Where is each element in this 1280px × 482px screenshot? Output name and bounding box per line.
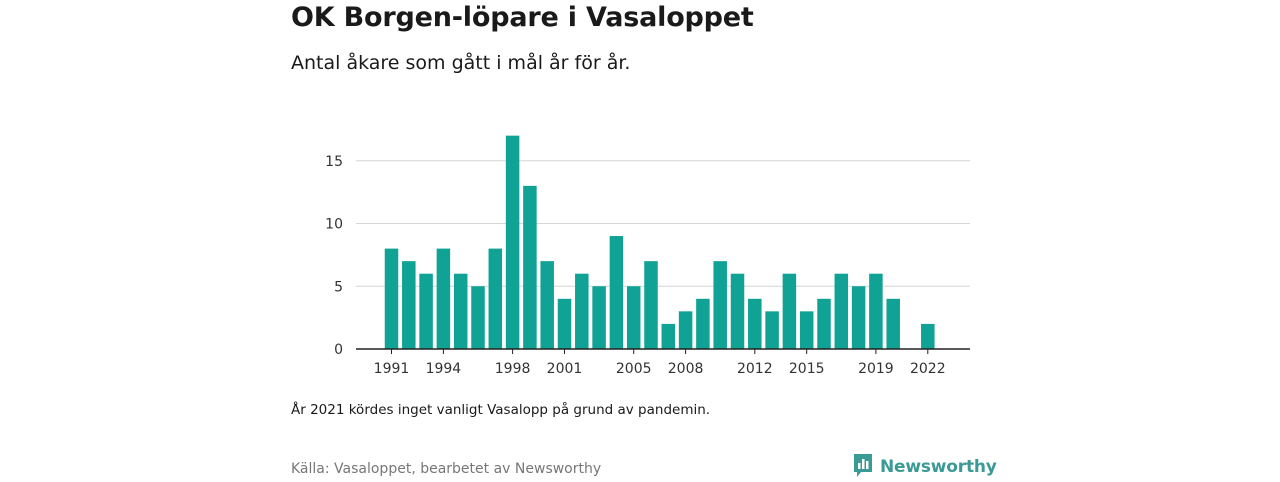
bar-1993 (419, 273, 433, 349)
bar-1997 (488, 248, 503, 349)
bar-1999 (523, 185, 537, 349)
bar-2005 (626, 286, 641, 349)
brand-name: Newsworthy (880, 457, 997, 477)
bar-2019 (869, 273, 883, 349)
y-tick-labels: 0 5 10 15 (325, 154, 343, 358)
bar-1994 (436, 248, 451, 349)
bar-2020 (886, 298, 900, 349)
bar-1991 (384, 248, 399, 349)
x-tick-label-2012: 2012 (737, 361, 773, 377)
bar-1992 (402, 261, 416, 349)
x-tick-label-1994: 1994 (426, 361, 462, 377)
bar-chart-logo-icon (852, 452, 874, 482)
x-tick-label-2008: 2008 (668, 361, 704, 377)
chart-title: OK Borgen-löpare i Vasaloppet (291, 2, 754, 33)
x-tick-label-2015: 2015 (789, 361, 825, 377)
bar-2014 (782, 273, 797, 349)
x-tick-label-1998: 1998 (495, 361, 531, 377)
bar-2018 (851, 286, 866, 349)
x-tick-label-2022: 2022 (910, 361, 946, 377)
bar-2017 (834, 273, 849, 349)
bar-2006 (644, 261, 658, 349)
x-tick-label-1991: 1991 (374, 361, 410, 377)
y-tick-label-5: 5 (334, 279, 343, 295)
x-tick-label-2001: 2001 (547, 361, 583, 377)
bar-2001 (557, 298, 572, 349)
brand-logo: Newsworthy (852, 452, 997, 482)
bar-1995 (453, 273, 468, 349)
bar-2000 (540, 261, 554, 349)
bar-2022 (921, 323, 935, 349)
bar-2003 (592, 286, 606, 349)
chart-note: År 2021 kördes inget vanligt Vasalopp på… (291, 402, 711, 418)
y-tick-label-10: 10 (325, 217, 343, 233)
bar-2004 (609, 236, 624, 349)
bar-2015 (799, 311, 814, 349)
bar-2008 (678, 311, 693, 349)
bar-2002 (575, 273, 589, 349)
bar-1998 (505, 135, 520, 349)
bar-2016 (817, 298, 831, 349)
bar-2011 (730, 273, 745, 349)
bar-2009 (696, 298, 710, 349)
bar-chart: 0 5 10 15 1991 1994 1998 2001 2005 2008 2012 2015 2… (325, 135, 970, 377)
bar-2012 (748, 298, 762, 349)
bar-2007 (661, 323, 676, 349)
y-tick-label-0: 0 (334, 342, 343, 358)
bars (384, 135, 935, 349)
chart-subtitle: Antal åkare som gått i mål år för år. (291, 52, 631, 74)
bar-2010 (713, 261, 727, 349)
source-text: Källa: Vasaloppet, bearbetet av Newswort… (291, 461, 602, 477)
x-tick-label-2005: 2005 (616, 361, 652, 377)
y-tick-label-15: 15 (325, 154, 343, 170)
x-tick-label-2019: 2019 (858, 361, 894, 377)
bar-2013 (765, 311, 779, 349)
bar-1996 (471, 286, 485, 349)
x-tick-labels: 1991 1994 1998 2001 2005 2008 2012 2015 2019 2022 (374, 349, 946, 377)
